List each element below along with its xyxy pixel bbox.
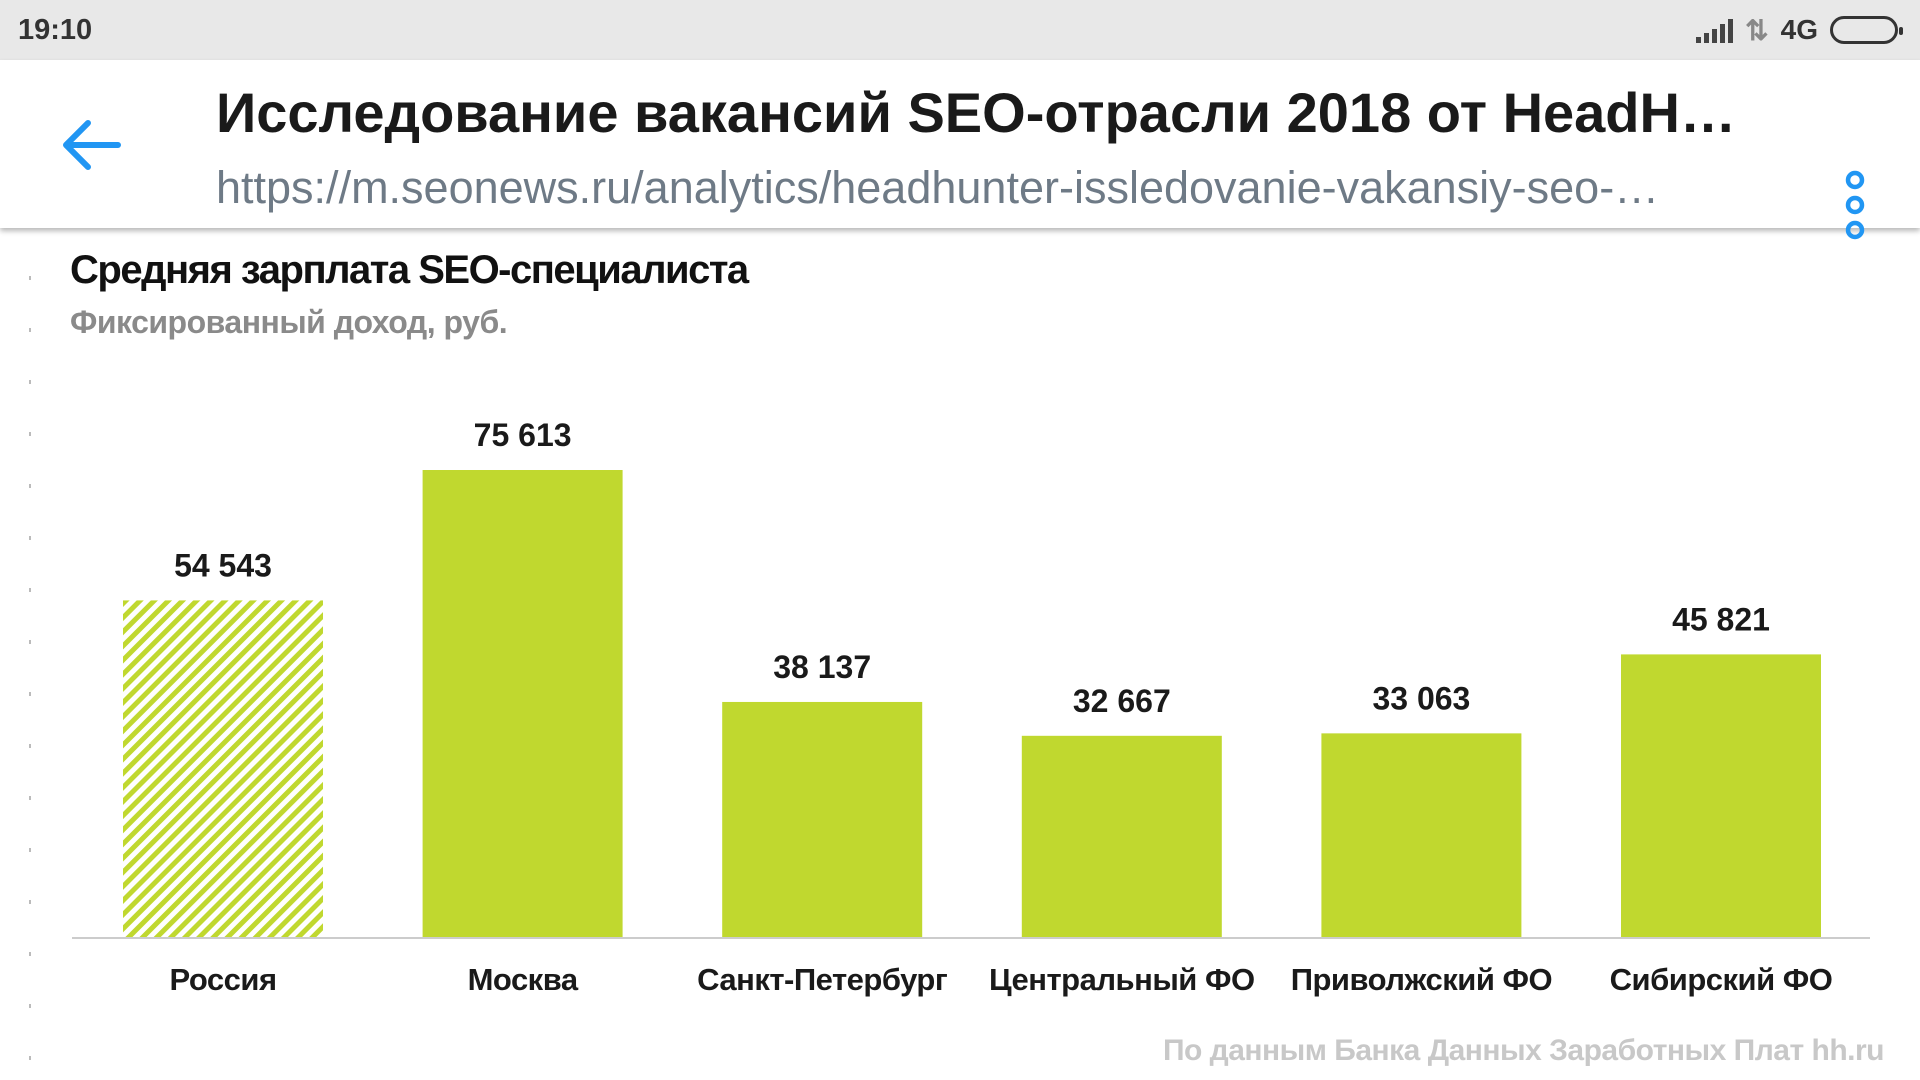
more-options-button[interactable] — [1835, 168, 1875, 244]
bar-value-label: 54 543 — [174, 547, 272, 583]
signal-icon — [1696, 17, 1734, 43]
category-label: Сибирский ФО — [1610, 962, 1833, 997]
battery-icon — [1830, 16, 1903, 44]
bar-value-label: 33 063 — [1372, 680, 1470, 716]
data-transfer-icon: ⇅ — [1745, 14, 1769, 46]
bar-4 — [1321, 733, 1522, 938]
source-note: По данным Банка Данных Заработных Плат h… — [1162, 1034, 1885, 1067]
bar-1 — [422, 470, 623, 938]
page-url[interactable]: https://m.seonews.ru/analytics/headhunte… — [216, 162, 1660, 213]
bar-2 — [722, 701, 923, 938]
category-label: Россия — [169, 962, 276, 997]
category-label: Москва — [468, 962, 579, 997]
page-title: Исследование вакансий SEO-отрасли 2018 о… — [216, 81, 1736, 144]
bars-group: 54 543 Россия 75 613 Москва 38 137 Санкт-Пете… — [123, 417, 1833, 997]
bar-3 — [1021, 735, 1222, 938]
bar-value-label: 32 667 — [1073, 683, 1171, 719]
bar-5 — [1621, 654, 1821, 938]
bar-chart: 54 543 Россия 75 613 Москва 38 137 Санкт-Пете… — [72, 417, 1870, 997]
back-arrow-icon — [63, 120, 121, 170]
chart-title: Средняя зарплата SEO-специалиста — [70, 248, 749, 292]
chart-subtitle: Фиксированный доход, руб. — [70, 304, 508, 340]
bar-0 — [123, 600, 323, 938]
category-label: Центральный ФО — [989, 962, 1255, 997]
category-label: Санкт-Петербург — [697, 962, 948, 997]
status-icons: ⇅ 4G — [1696, 14, 1903, 47]
network-type: 4G — [1780, 14, 1818, 45]
back-button[interactable] — [56, 110, 126, 180]
bar-value-label: 38 137 — [773, 649, 871, 685]
status-bar: 19:10 ⇅ 4G — [0, 0, 1920, 60]
article-content[interactable]: Средняя зарплата SEO-специалиста Фиксиро… — [0, 228, 1920, 1080]
more-vert-icon — [1845, 170, 1865, 240]
category-label: Приволжский ФО — [1291, 962, 1552, 997]
app-bar: Исследование вакансий SEO-отрасли 2018 о… — [0, 60, 1920, 240]
bar-value-label: 75 613 — [474, 417, 572, 453]
status-time: 19:10 — [18, 13, 93, 46]
bar-value-label: 45 821 — [1672, 601, 1770, 637]
